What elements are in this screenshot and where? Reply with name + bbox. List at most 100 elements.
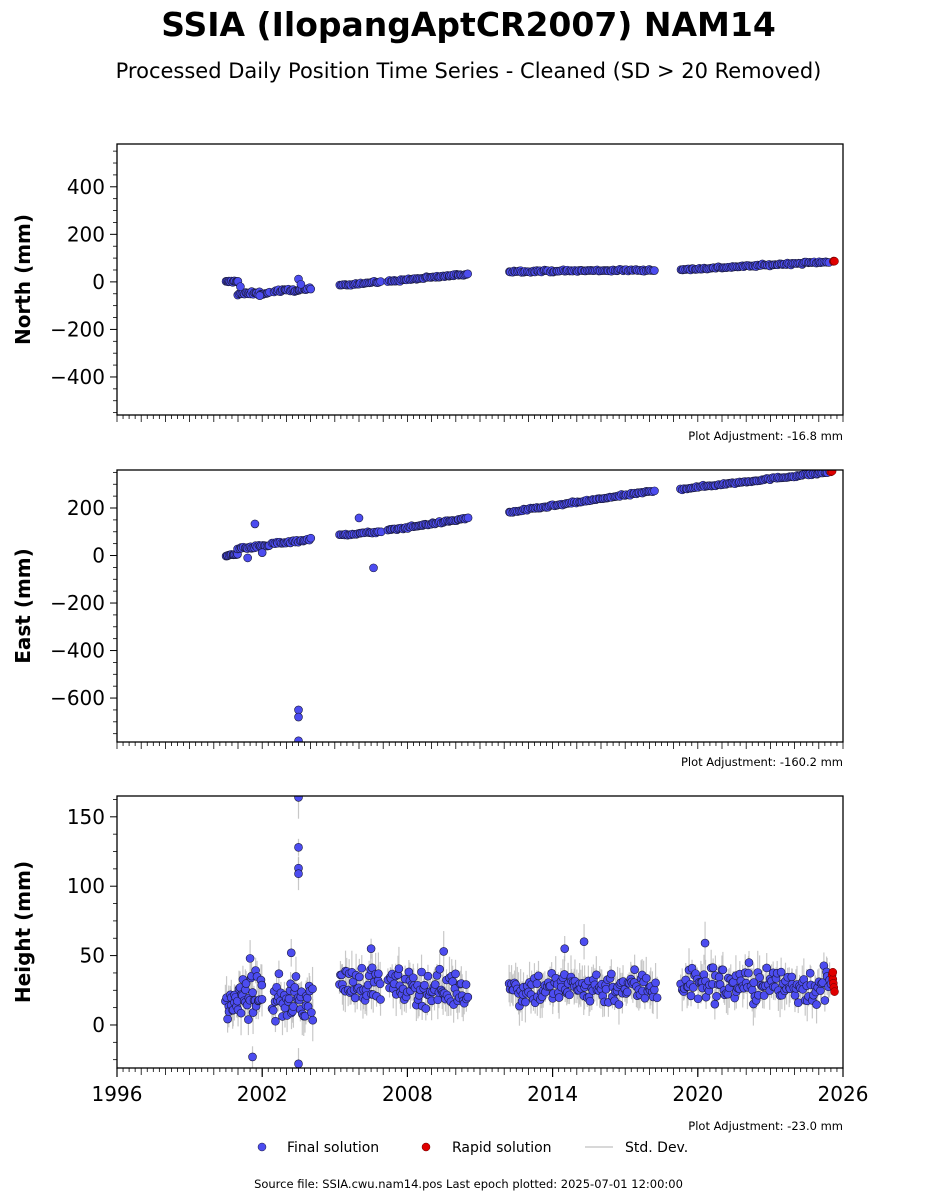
- data-point-final: [463, 269, 473, 279]
- data-point-final: [374, 969, 383, 978]
- data-point-final: [585, 996, 595, 1006]
- data-point-final: [430, 980, 440, 989]
- data-point-final: [714, 972, 724, 982]
- data-point-final: [350, 993, 360, 1003]
- data-point-final: [296, 279, 306, 289]
- data-point-final: [579, 937, 589, 947]
- data-point-final: [607, 969, 616, 979]
- data-point-final: [306, 284, 316, 294]
- data-point-final: [404, 967, 414, 977]
- data-point-final: [421, 1004, 431, 1013]
- data-point-final: [394, 964, 404, 973]
- legend: Final solution Rapid solution Std. Dev.: [257, 1140, 688, 1156]
- y-tick-label: −600: [50, 686, 105, 710]
- figure-subtitle: Processed Daily Position Time Series - C…: [116, 59, 822, 83]
- data-point-final: [532, 979, 542, 988]
- legend-rapid-label: Rapid solution: [452, 1140, 552, 1156]
- y-axis-label: Height (mm): [11, 861, 35, 1003]
- legend-final-label: Final solution: [287, 1140, 379, 1156]
- panels-group: −400 −200 0 200 400 North (mm) Plot Adjustment…: [11, 143, 869, 1133]
- data-point-rapid: [830, 987, 839, 996]
- x-tick-label: 2014: [527, 1082, 578, 1106]
- data-point-final: [614, 1000, 624, 1009]
- data-point-final: [286, 948, 296, 958]
- data-point-final: [650, 486, 659, 496]
- y-tick-label: 100: [67, 874, 105, 898]
- x-tick-label: 2020: [672, 1082, 723, 1106]
- data-point-final: [744, 968, 753, 978]
- data-point-final: [357, 963, 367, 973]
- data-point-final: [376, 277, 385, 286]
- data-point-final: [255, 291, 265, 300]
- y-tick-label: 0: [92, 1013, 105, 1037]
- data-point-final: [376, 995, 385, 1004]
- data-point-final: [708, 963, 718, 972]
- data-point-final: [294, 869, 303, 879]
- data-point-final: [693, 994, 703, 1004]
- panel-1: −400 −200 0 200 400 North (mm) Plot Adjustment…: [11, 143, 844, 443]
- data-point-final: [257, 980, 267, 990]
- data-point-final: [244, 1015, 253, 1024]
- plot-adjustment-note: Plot Adjustment: -16.8 mm: [688, 429, 843, 443]
- data-point-final: [812, 1000, 821, 1009]
- data-point-final: [294, 796, 303, 802]
- data-point-final: [294, 843, 303, 852]
- data-point-final: [744, 958, 754, 967]
- data-point-final: [592, 970, 601, 980]
- axes-frame: [116, 795, 844, 1069]
- data-point-final: [236, 1008, 246, 1018]
- data-point-final: [463, 992, 473, 1002]
- y-tick-label: 50: [80, 944, 105, 968]
- y-tick-label: −200: [50, 317, 105, 341]
- data-point-final: [787, 972, 797, 982]
- data-point-final: [294, 736, 303, 742]
- data-point-final: [560, 944, 570, 953]
- data-point-final: [423, 971, 433, 981]
- data-point-final: [762, 963, 772, 973]
- data-point-final: [257, 994, 267, 1004]
- x-tick-label: 2002: [237, 1082, 288, 1106]
- data-point-final: [439, 947, 449, 956]
- data-point-final: [250, 519, 260, 529]
- y-tick-label: 400: [67, 175, 105, 199]
- data-point-final: [417, 967, 426, 977]
- data-point-rapid: [830, 256, 839, 266]
- plot-area: [221, 256, 839, 300]
- data-point-final: [306, 533, 316, 543]
- data-point-final: [257, 548, 267, 557]
- data-point-final: [236, 282, 245, 291]
- data-point-final: [294, 1059, 303, 1068]
- data-point-final: [354, 513, 364, 523]
- data-point-final: [641, 973, 651, 983]
- data-point-final: [369, 563, 378, 573]
- data-point-final: [435, 964, 444, 974]
- data-point-final: [284, 994, 294, 1004]
- data-point-final: [776, 967, 786, 977]
- data-point-final: [820, 996, 830, 1005]
- source-note: Source file: SSIA.cwu.nam14.pos Last epo…: [254, 1177, 683, 1191]
- data-point-final: [463, 513, 473, 523]
- plot-adjustment-note: Plot Adjustment: -23.0 mm: [688, 1119, 843, 1133]
- y-tick-label: 150: [67, 805, 105, 829]
- y-tick-label: 0: [92, 270, 105, 294]
- data-point-rapid: [827, 470, 837, 476]
- x-tick-label: 2008: [382, 1082, 433, 1106]
- data-point-final: [433, 995, 443, 1005]
- x-tick-label: 2026: [818, 1082, 869, 1106]
- data-point-final: [650, 266, 659, 275]
- data-point-final: [248, 1052, 257, 1062]
- data-point-final: [223, 1014, 232, 1024]
- y-tick-label: 200: [67, 496, 105, 520]
- y-tick-label: −400: [50, 639, 105, 663]
- data-point-final: [268, 1006, 278, 1015]
- y-axis-label: East (mm): [11, 548, 35, 664]
- data-point-final: [308, 1015, 318, 1025]
- legend-rapid-marker: [421, 1142, 431, 1152]
- data-point-final: [521, 997, 530, 1007]
- data-point-final: [700, 938, 710, 948]
- axes-frame: [116, 469, 844, 743]
- x-tick-label: 1996: [92, 1082, 143, 1106]
- data-point-final: [375, 979, 385, 989]
- data-point-final: [294, 712, 303, 722]
